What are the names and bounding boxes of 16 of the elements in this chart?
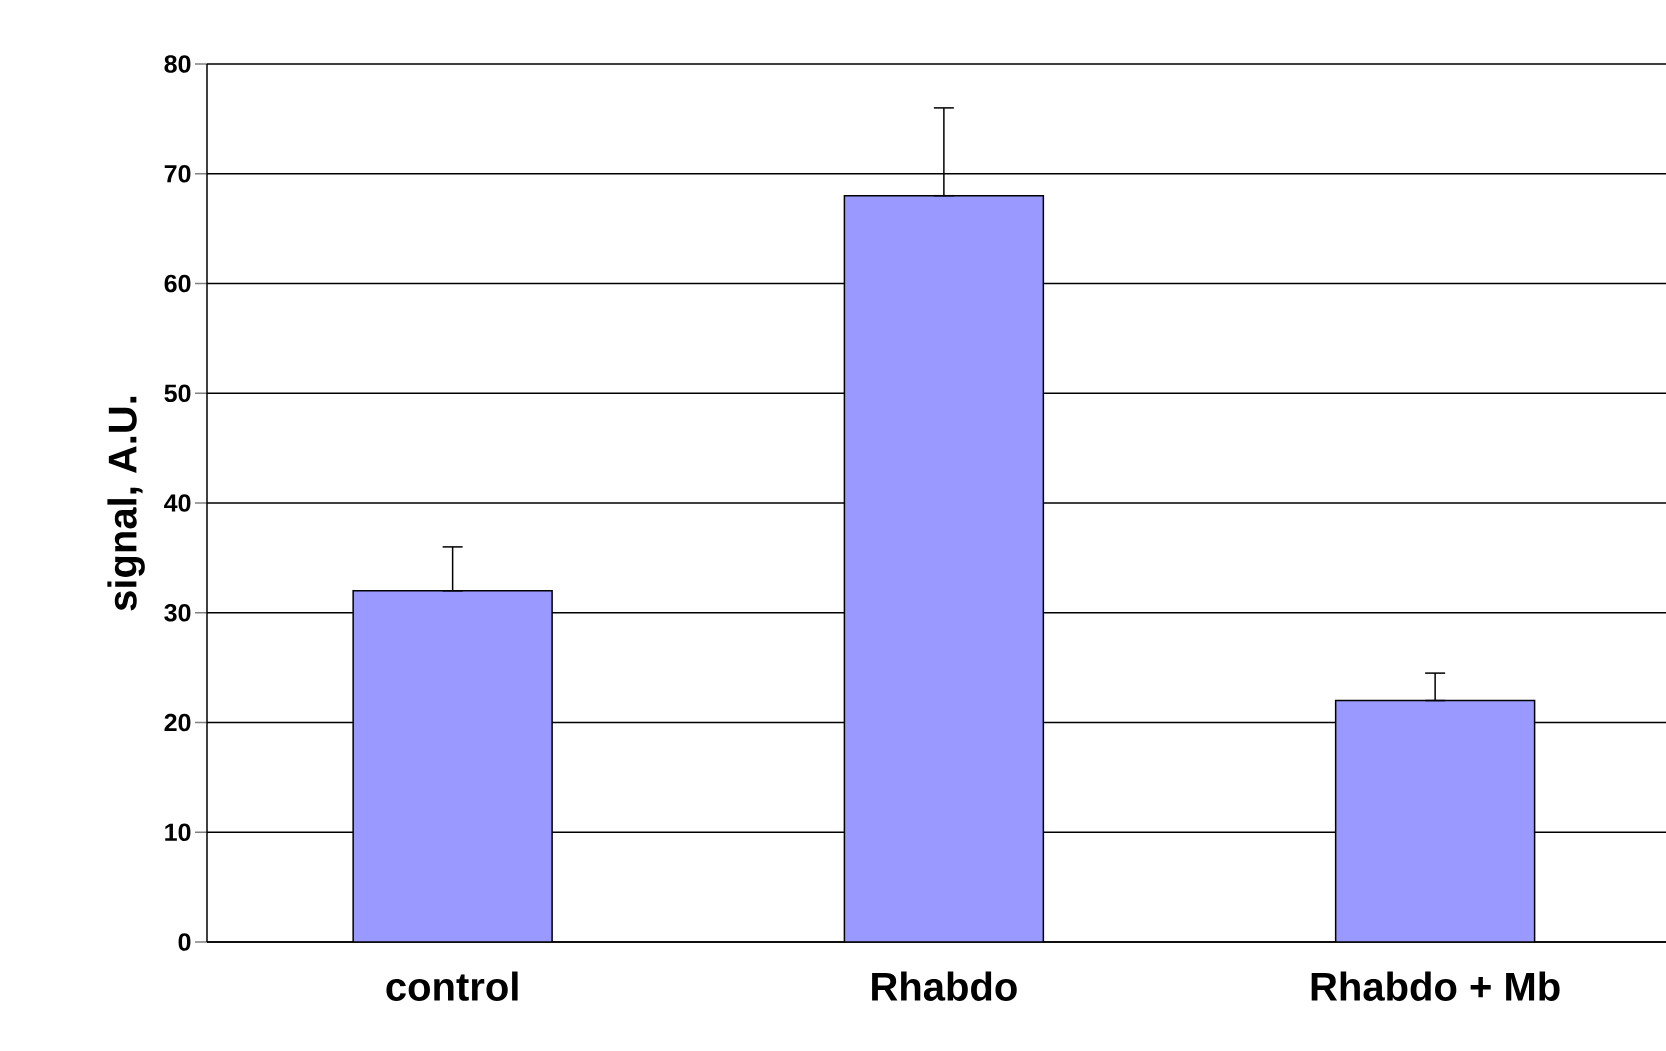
- bar: [352, 590, 553, 942]
- y-tick-label: 10: [165, 823, 191, 842]
- y-tick-label: 60: [164, 274, 191, 293]
- y-axis-title: signal, A.U.: [107, 396, 145, 611]
- bar: [1334, 699, 1536, 942]
- y-tick-label: 80: [164, 55, 191, 73]
- x-tick-label: control: [386, 971, 518, 1001]
- x-tick-label: Rhabdo + Mb: [1311, 971, 1560, 1001]
- y-tick-label: 50: [164, 384, 191, 403]
- y-tick-label: 30: [164, 603, 191, 622]
- y-tick-label: 0: [178, 933, 191, 951]
- y-tick-label: 40: [164, 494, 191, 512]
- bar: [843, 194, 1045, 942]
- y-tick-label: 70: [164, 164, 191, 183]
- y-tick-label: 20: [164, 713, 191, 732]
- x-tick-label: Rhabdo: [872, 971, 1017, 1001]
